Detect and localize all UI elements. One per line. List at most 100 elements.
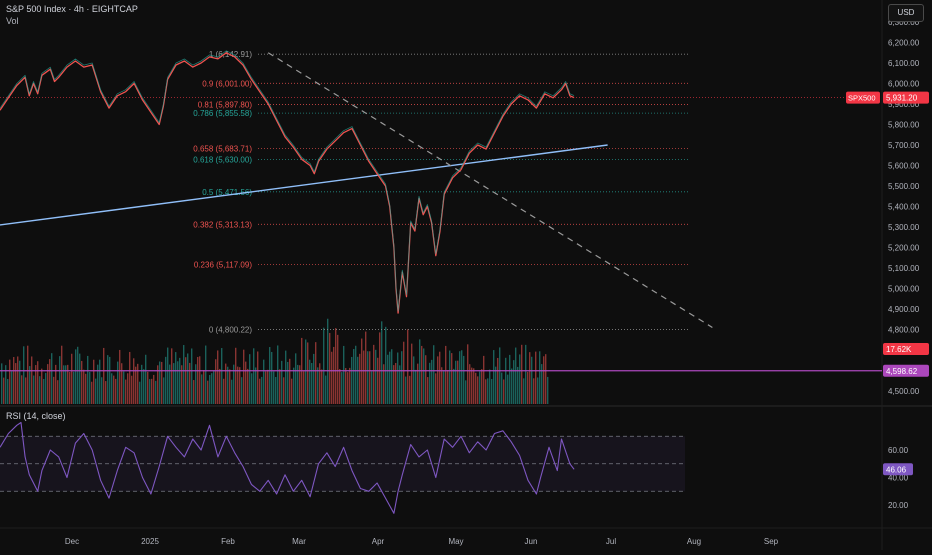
- volume-bar: [523, 378, 525, 404]
- volume-bar: [377, 357, 379, 404]
- volume-bar: [95, 378, 97, 404]
- volume-bar: [283, 377, 285, 404]
- volume-bar: [147, 371, 149, 404]
- volume-bar: [337, 334, 339, 404]
- volume-bar: [219, 368, 221, 404]
- fib-label: 0.618 (5,630.00): [193, 155, 252, 164]
- rsi-tick-label: 60.00: [888, 446, 909, 455]
- rsi-value-tag: [883, 463, 913, 476]
- volume-bar: [229, 369, 231, 404]
- volume-bar: [537, 377, 539, 404]
- volume-bar: [401, 351, 403, 404]
- volume-bar: [189, 362, 191, 404]
- volume-bar: [125, 379, 127, 404]
- volume-bar: [213, 370, 215, 404]
- volume-bar: [371, 371, 373, 404]
- fib-label: 0.9 (6,001.00): [202, 79, 252, 88]
- volume-bar: [273, 371, 275, 404]
- volume-bar: [115, 378, 117, 404]
- volume-bar: [45, 372, 47, 404]
- volume-bar: [495, 366, 497, 404]
- volume-bar: [505, 357, 507, 404]
- volume-bar: [315, 342, 317, 404]
- volume-bar: [103, 347, 105, 404]
- volume-bar: [353, 349, 355, 404]
- volume-bar: [291, 378, 293, 404]
- volume-bar: [399, 365, 401, 404]
- volume-bar: [437, 356, 439, 404]
- volume-tag-label: 17.62K: [886, 345, 912, 354]
- volume-bar: [317, 367, 319, 404]
- volume-bar: [391, 349, 393, 404]
- volume-bar: [237, 366, 239, 404]
- volume-bar: [177, 361, 179, 404]
- volume-bar: [365, 331, 367, 404]
- volume-bar: [169, 364, 171, 404]
- volume-bar: [265, 371, 267, 404]
- volume-bar: [457, 360, 459, 404]
- volume-bar: [25, 377, 27, 404]
- volume-bar: [223, 378, 225, 404]
- volume-bar: [439, 351, 441, 404]
- volume-bar: [299, 365, 301, 404]
- volume-bar: [249, 354, 251, 404]
- volume-bar: [97, 364, 99, 404]
- volume-bar: [227, 366, 229, 404]
- volume-bar: [191, 348, 193, 404]
- price-tick-label: 5,000.00: [888, 285, 920, 294]
- symbol-tag: [846, 91, 880, 104]
- volume-bar: [405, 376, 407, 404]
- volume-bar: [511, 368, 513, 404]
- volume-bar: [121, 363, 123, 404]
- volume-bar: [201, 374, 203, 404]
- volume-bar: [221, 348, 223, 404]
- volume-bar: [467, 344, 469, 404]
- time-tick-label: Mar: [292, 537, 306, 546]
- volume-bar: [251, 373, 253, 404]
- volume-bar: [269, 347, 271, 404]
- volume-bar: [323, 327, 325, 404]
- volume-bar: [93, 359, 95, 404]
- fib-levels: 1 (6,142.91)0.9 (6,001.00)0.81 (5,897.80…: [193, 50, 690, 334]
- volume-bar: [409, 375, 411, 404]
- volume-bar: [19, 360, 21, 404]
- volume-bar: [259, 378, 261, 404]
- volume-bar: [7, 379, 9, 404]
- volume-bar: [47, 364, 49, 404]
- time-tick-label: Jun: [525, 537, 538, 546]
- price-tick-label: 5,200.00: [888, 244, 920, 253]
- volume-bar: [183, 345, 185, 404]
- time-tick-label: Jul: [606, 537, 616, 546]
- volume-bar: [53, 376, 55, 404]
- volume-bar: [5, 365, 7, 404]
- volume-bar: [449, 350, 451, 404]
- volume-bar: [387, 354, 389, 404]
- volume-bar: [113, 375, 115, 404]
- volume-bar: [81, 360, 83, 404]
- time-tick-label: Feb: [221, 537, 235, 546]
- volume-bar: [471, 367, 473, 404]
- volume-bar: [475, 372, 477, 404]
- price-tick-label: 5,900.00: [888, 100, 920, 109]
- volume-bar: [455, 360, 457, 404]
- chart-title: S&P 500 Index · 4h · EIGHTCAP: [6, 4, 138, 14]
- price-axis: 4,500.004,600.004,700.004,800.004,900.00…: [888, 18, 920, 396]
- volume-bar: [379, 332, 381, 404]
- volume-bar: [465, 380, 467, 404]
- currency-button[interactable]: USD: [888, 4, 924, 22]
- volume-bar: [543, 356, 545, 404]
- volume-bar: [207, 380, 209, 404]
- volume-bar: [197, 356, 199, 404]
- volume-bar: [209, 375, 211, 404]
- volume-bar: [419, 339, 421, 404]
- volume-bar: [261, 376, 263, 404]
- volume-bar: [127, 373, 129, 404]
- volume-bar: [123, 371, 125, 404]
- volume-bar: [469, 364, 471, 404]
- volume-bar: [389, 351, 391, 404]
- volume-bar: [285, 350, 287, 404]
- volume-bar: [41, 368, 43, 404]
- price-tick-label: 4,900.00: [888, 305, 920, 314]
- volume-bar: [517, 366, 519, 404]
